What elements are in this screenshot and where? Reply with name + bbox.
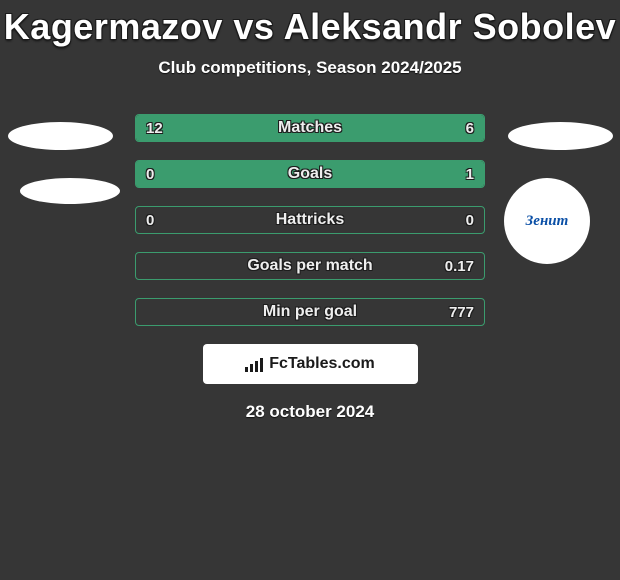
stat-value-right: 1 [466, 161, 474, 187]
stat-value-right: 0 [466, 207, 474, 233]
stat-row: 0Goals1 [135, 160, 485, 188]
avatar-placeholder [508, 122, 613, 150]
footer-brand-box[interactable]: FcTables.com [203, 344, 418, 384]
stat-value-right: 6 [466, 115, 474, 141]
stat-row: 0Hattricks0 [135, 206, 485, 234]
stat-label: Hattricks [136, 207, 484, 233]
stat-value-right: 0.17 [445, 253, 474, 279]
stat-label: Matches [136, 115, 484, 141]
avatar-placeholder [8, 122, 113, 150]
footer-brand-text: FcTables.com [269, 355, 375, 373]
barchart-icon [245, 356, 263, 372]
page-title: Kagermazov vs Aleksandr Sobolev [0, 6, 620, 48]
stat-row: Min per goal777 [135, 298, 485, 326]
stat-label: Goals per match [136, 253, 484, 279]
avatar-placeholder [20, 178, 120, 204]
team-badge-right: Зенит [504, 178, 590, 264]
stat-label: Goals [136, 161, 484, 187]
stat-row: 12Matches6 [135, 114, 485, 142]
subtitle: Club competitions, Season 2024/2025 [0, 58, 620, 78]
stat-value-right: 777 [449, 299, 474, 325]
stat-label: Min per goal [136, 299, 484, 325]
stat-row: Goals per match0.17 [135, 252, 485, 280]
team-badge-label: Зенит [526, 214, 569, 229]
date-text: 28 october 2024 [0, 402, 620, 422]
